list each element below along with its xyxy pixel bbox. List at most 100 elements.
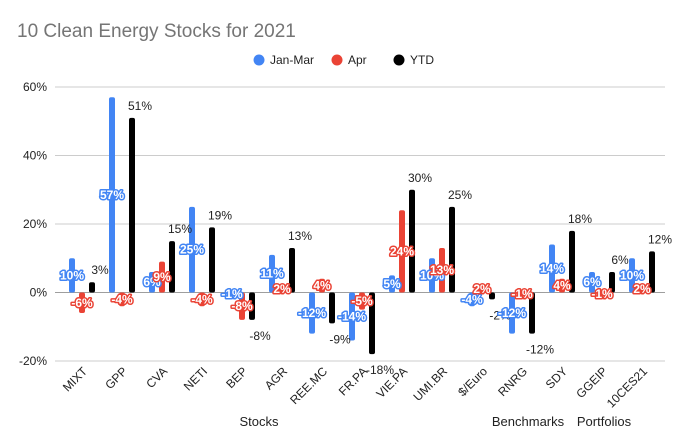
y-tick-label: 20% — [23, 217, 47, 231]
bar-apr-euro — [479, 285, 485, 293]
legend-swatch — [253, 54, 265, 66]
chart-title: 10 Clean Energy Stocks for 2021 — [17, 21, 296, 42]
bar-ytd-fr-pa — [369, 292, 375, 355]
data-label-ytd-gpp: 51% — [128, 99, 152, 113]
x-tick-label-mixt: MIXT — [60, 364, 91, 395]
x-tick-label-neti: NETI — [181, 364, 210, 393]
category-groups: Stocks Benchmarks Portfolios — [239, 414, 631, 429]
bar-jan-mar-euro — [469, 292, 475, 307]
bar-apr-neti — [199, 292, 205, 307]
legend-swatch — [393, 54, 405, 66]
bar-ytd-ggeip — [609, 271, 615, 293]
data-label-jan-mar-10ces21: 10% — [620, 268, 644, 282]
data-label-ytd-umi-br: 25% — [448, 188, 472, 202]
bar-jan-mar-10ces21 — [629, 258, 635, 293]
data-label-jan-mar-vie-pa: 5% — [383, 277, 401, 291]
data-label-ytd-rnrg: -12% — [526, 343, 554, 357]
bar-jan-mar-ggeip — [589, 271, 595, 293]
data-label-jan-mar-ggeip: 6% — [583, 275, 601, 289]
legend: Jan-Mar Apr YTD — [253, 53, 434, 67]
x-tick-label-gpp: GPP — [102, 364, 130, 392]
bar-jan-mar-rnrg — [509, 292, 515, 334]
data-label-jan-mar-sdy: 14% — [540, 262, 564, 276]
data-label-ytd-fr-pa: -18% — [366, 363, 394, 377]
bar-ytd-mixt — [89, 282, 95, 293]
bar-apr-rnrg — [519, 292, 525, 296]
x-tick-label-cva: CVA — [143, 364, 170, 391]
data-label-ytd-euro: -2% — [489, 308, 511, 322]
bar-apr-10ces21 — [639, 285, 645, 293]
bar-ytd-10ces21 — [649, 251, 655, 293]
bar-ytd-gpp — [129, 117, 135, 293]
bar-ytd-agr — [289, 247, 295, 293]
legend-label: YTD — [410, 53, 434, 67]
data-label-ytd-cva: 15% — [168, 222, 192, 236]
data-label-jan-mar-euro: -4% — [461, 292, 483, 306]
bar-jan-mar-gpp — [109, 97, 115, 293]
x-tick-label-bep: BEP — [223, 364, 250, 391]
bar-apr-sdy — [559, 278, 565, 293]
data-label-ytd-bep: -8% — [249, 329, 271, 343]
group-label-stocks: Stocks — [239, 414, 279, 429]
bar-apr-agr — [279, 285, 285, 293]
bar-jan-mar-fr-pa — [349, 292, 355, 341]
y-tick-label: 0% — [30, 286, 48, 300]
x-tick-label-umi-br: UMI.BR — [411, 364, 451, 404]
legend-item-ytd: YTD — [393, 53, 434, 67]
data-label-jan-mar-bep: -1% — [221, 287, 243, 301]
bar-apr-umi-br — [439, 247, 445, 293]
data-label-jan-mar-ree-mc: -12% — [298, 306, 326, 320]
data-label-jan-mar-neti: 25% — [180, 243, 204, 257]
group-label-portfolios: Portfolios — [577, 414, 632, 429]
bar-jan-mar-vie-pa — [389, 275, 395, 293]
bar-apr-fr-pa — [359, 292, 365, 310]
data-label-ytd-ree-mc: -9% — [329, 332, 351, 346]
bar-apr-ree-mc — [319, 278, 325, 293]
bar-ytd-vie-pa — [409, 189, 415, 293]
bar-ytd-ree-mc — [329, 292, 335, 324]
x-tick-label-rnrg: RNRG — [495, 364, 530, 399]
data-labels: 10%-6%3%57%-4%51%6%9%15%25%-4%19%-1%-8%-… — [58, 99, 672, 377]
bar-ytd-euro — [489, 292, 495, 300]
data-label-apr-cva: 9% — [153, 270, 171, 284]
bar-apr-cva — [159, 261, 165, 293]
data-label-apr-fr-pa: -5% — [351, 294, 373, 308]
bar-jan-mar-sdy — [549, 244, 555, 293]
data-label-apr-ree-mc: 4% — [313, 279, 331, 293]
data-label-jan-mar-cva: 6% — [143, 275, 161, 289]
x-tick-label-agr: AGR — [262, 364, 291, 393]
data-label-apr-umi-br: 13% — [430, 263, 454, 277]
bar-ytd-umi-br — [449, 206, 455, 293]
bar-apr-ggeip — [599, 292, 605, 296]
bar-jan-mar-ree-mc — [309, 292, 315, 334]
y-axis: -20% 0% 20% 40% 60% — [19, 80, 47, 368]
bar-jan-mar-neti — [189, 206, 195, 293]
bar-ytd-cva — [169, 241, 175, 293]
gridlines — [55, 86, 665, 362]
data-label-apr-agr: 2% — [273, 282, 291, 296]
data-label-jan-mar-fr-pa: -14% — [338, 309, 366, 323]
data-label-ytd-sdy: 18% — [568, 212, 592, 226]
x-tick-label-10ces21: 10CES21 — [604, 364, 650, 410]
data-label-apr-bep: -8% — [231, 299, 253, 313]
data-label-jan-mar-gpp: 57% — [100, 188, 124, 202]
data-label-apr-neti: -4% — [191, 292, 213, 306]
data-label-jan-mar-umi-br: 10% — [420, 268, 444, 282]
bar-apr-vie-pa — [399, 210, 405, 293]
x-tick-label-ree-mc: REE.MC — [287, 364, 330, 407]
data-label-apr-gpp: -4% — [111, 292, 133, 306]
legend-label: Apr — [348, 53, 367, 67]
data-label-apr-10ces21: 2% — [633, 282, 651, 296]
y-tick-label: 60% — [23, 80, 47, 94]
data-label-ytd-10ces21: 12% — [648, 232, 672, 246]
legend-label: Jan-Mar — [270, 53, 314, 67]
bar-jan-mar-cva — [149, 271, 155, 293]
bar-apr-bep — [239, 292, 245, 320]
bars — [69, 97, 655, 355]
bar-jan-mar-bep — [229, 292, 235, 296]
data-label-apr-vie-pa: 24% — [390, 244, 414, 258]
x-tick-label-fr-pa: FR.PA — [336, 364, 370, 398]
bar-ytd-sdy — [569, 230, 575, 293]
